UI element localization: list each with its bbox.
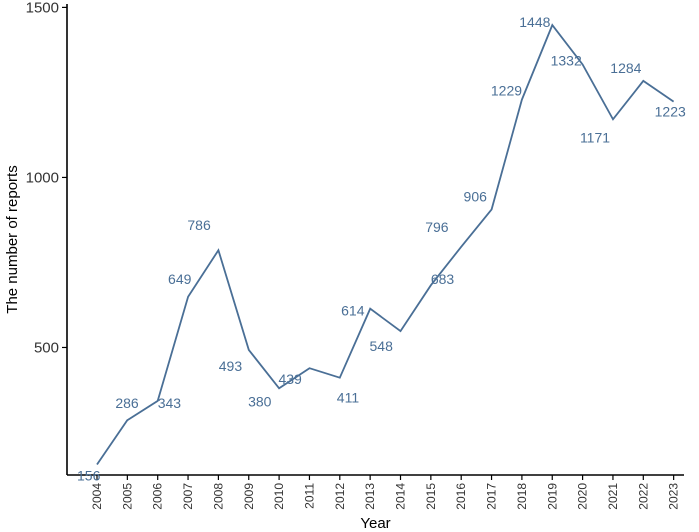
data-labels: 156 286 343 649 786 493 380 439 411 614 548 683 796 9…	[77, 14, 686, 483]
data-label: 796	[425, 219, 449, 235]
x-axis-title: Year	[360, 515, 390, 532]
data-label: 1284	[610, 60, 641, 76]
x-ticks: 2004 2005 2006 2007 2008 2009 2010 2011 2012 2013…	[90, 475, 681, 510]
x-tick-label: 2008	[211, 483, 225, 510]
x-tick-label: 2013	[363, 483, 377, 510]
data-label: 649	[168, 271, 192, 287]
x-tick-label: 2009	[242, 483, 256, 510]
data-label: 286	[115, 395, 139, 411]
x-tick-label: 2022	[636, 483, 650, 510]
x-tick-label: 2018	[515, 483, 529, 510]
x-tick-label: 2005	[120, 483, 134, 510]
x-tick-label: 2006	[151, 483, 165, 510]
data-label: 411	[337, 390, 360, 406]
x-tick-label: 2019	[545, 483, 559, 510]
y-tick-label: 1500	[26, 0, 59, 16]
y-axis-title: The number of reports	[4, 165, 21, 313]
axes	[66, 4, 684, 476]
data-label: 614	[341, 303, 365, 319]
x-tick-label: 2007	[181, 483, 195, 510]
data-label: 1229	[491, 83, 522, 99]
x-tick-label: 2004	[90, 483, 104, 510]
x-tick-label: 2021	[606, 483, 620, 510]
data-label: 156	[77, 467, 101, 483]
y-tick-label: 500	[34, 339, 59, 356]
x-tick-label: 2015	[424, 483, 438, 510]
x-tick-label: 2014	[394, 483, 408, 510]
x-tick-label: 2016	[454, 483, 468, 510]
data-label: 343	[158, 395, 182, 411]
y-tick-label: 1000	[26, 169, 59, 186]
x-tick-label: 2012	[333, 483, 347, 510]
data-label: 683	[431, 271, 455, 287]
data-label: 1332	[551, 53, 582, 69]
data-label: 548	[370, 338, 394, 354]
data-label: 786	[187, 217, 211, 233]
data-label: 906	[464, 188, 488, 204]
data-label: 1171	[580, 129, 610, 145]
data-label: 439	[278, 371, 302, 387]
data-label: 380	[248, 393, 272, 409]
x-tick-label: 2010	[272, 483, 286, 510]
y-ticks: 500 1000 1500	[26, 0, 67, 356]
x-tick-label: 2011	[302, 483, 316, 509]
x-tick-label: 2020	[576, 483, 590, 510]
series-line	[96, 23, 675, 466]
data-label: 1448	[519, 14, 550, 30]
x-tick-label: 2023	[667, 483, 681, 510]
data-label: 493	[219, 358, 243, 374]
x-tick-label: 2017	[485, 483, 499, 510]
data-label: 1223	[655, 104, 686, 120]
